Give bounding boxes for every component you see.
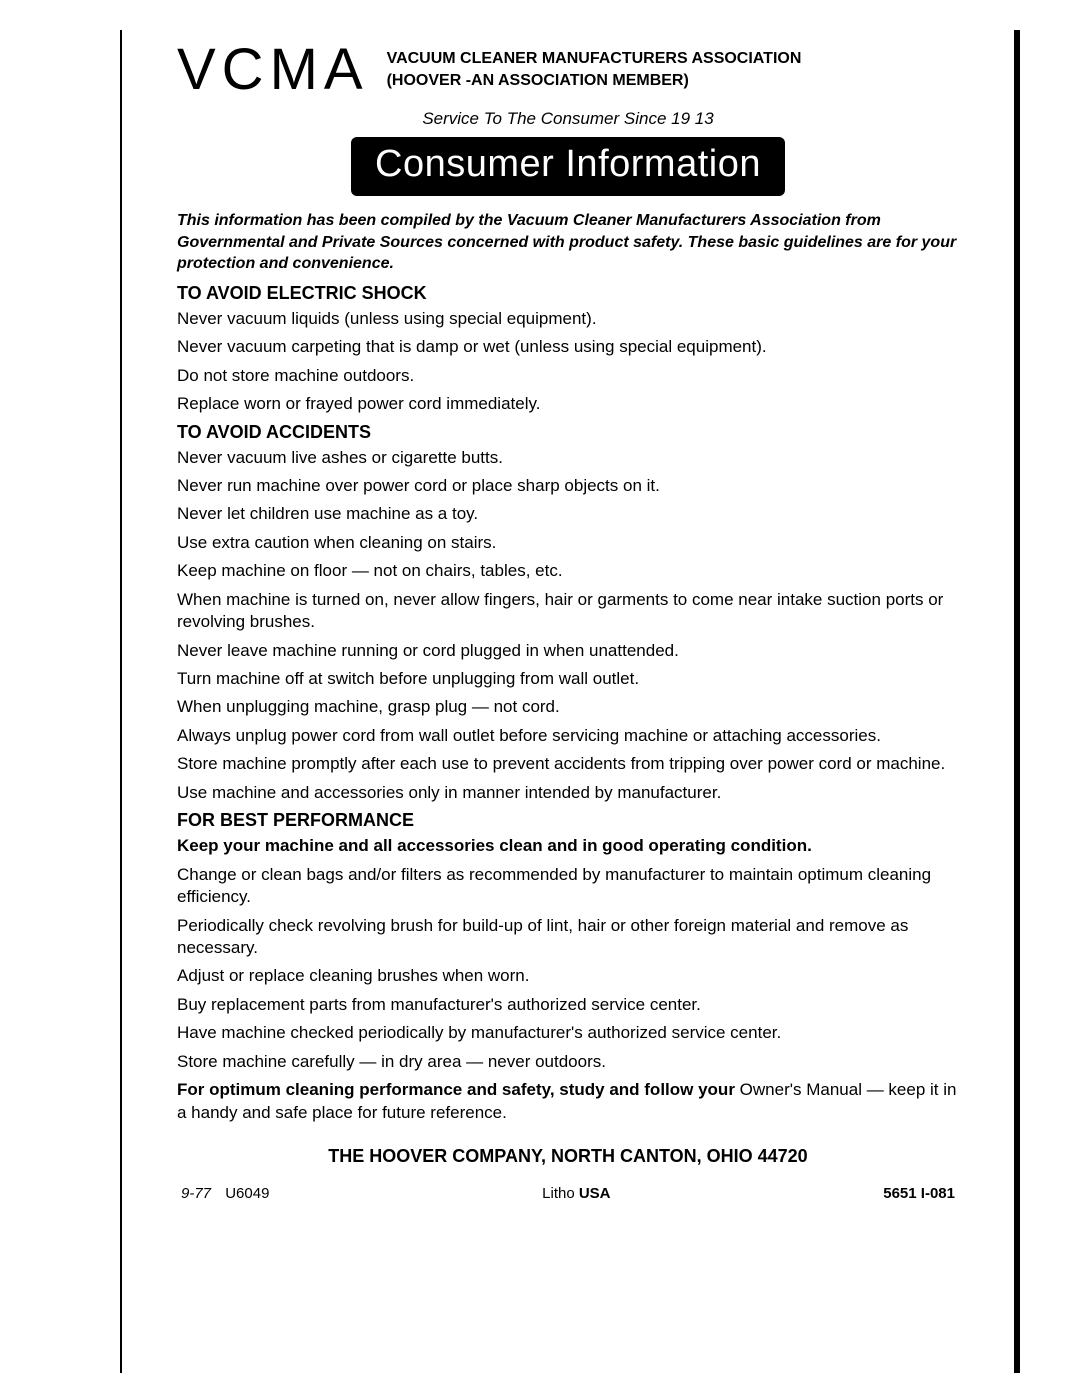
accidents-item: Use extra caution when cleaning on stair… [177,532,959,554]
heading-accidents: TO AVOID ACCIDENTS [177,422,959,443]
shock-item: Replace worn or frayed power cord immedi… [177,393,959,415]
accidents-item: When machine is turned on, never allow f… [177,589,959,634]
accidents-item: Never leave machine running or cord plug… [177,640,959,662]
heading-shock: TO AVOID ELECTRIC SHOCK [177,283,959,304]
footer-left-code: U6049 [225,1185,269,1202]
footer-row: 9-77 U6049 Litho USA 5651 I-081 [177,1185,959,1202]
tagline: Service To The Consumer Since 19 13 [177,109,959,129]
header-title-line1: VACUUM CLEANER MANUFACTURERS ASSOCIATION [387,48,802,70]
accidents-item: Always unplug power cord from wall outle… [177,725,959,747]
performance-item: Store machine carefully — in dry area — … [177,1051,959,1073]
performance-item: Periodically check revolving brush for b… [177,915,959,960]
footer-mid: Litho USA [542,1185,610,1202]
accidents-item: Turn machine off at switch before unplug… [177,668,959,690]
shock-item: Never vacuum liquids (unless using speci… [177,308,959,330]
performance-item: Change or clean bags and/or filters as r… [177,864,959,909]
accidents-item: Keep machine on floor — not on chairs, t… [177,560,959,582]
footer-left: 9-77 U6049 [181,1185,269,1202]
heading-performance: FOR BEST PERFORMANCE [177,810,959,831]
intro-paragraph: This information has been compiled by th… [177,210,959,275]
header-title-line2: (HOOVER -AN ASSOCIATION MEMBER) [387,70,802,92]
header-row: VCMA VACUUM CLEANER MANUFACTURERS ASSOCI… [177,36,959,103]
performance-item: Adjust or replace cleaning brushes when … [177,965,959,987]
accidents-item: Use machine and accessories only in mann… [177,782,959,804]
accidents-item: Never let children use machine as a toy. [177,503,959,525]
shock-item: Never vacuum carpeting that is damp or w… [177,336,959,358]
footer-left-italic: 9-77 [181,1185,211,1202]
performance-item: Have machine checked periodically by man… [177,1022,959,1044]
accidents-item: Store machine promptly after each use to… [177,753,959,775]
footer-right: 5651 I-081 [883,1185,955,1202]
accidents-item: Never run machine over power cord or pla… [177,475,959,497]
page-frame: VCMA VACUUM CLEANER MANUFACTURERS ASSOCI… [120,30,1020,1373]
header-title: VACUUM CLEANER MANUFACTURERS ASSOCIATION… [387,48,802,91]
performance-closing: For optimum cleaning performance and saf… [177,1079,959,1124]
footer-company: THE HOOVER COMPANY, NORTH CANTON, OHIO 4… [177,1146,959,1167]
performance-item: Buy replacement parts from manufacturer'… [177,994,959,1016]
footer-mid-text: Litho USA [542,1185,610,1202]
accidents-item: When unplugging machine, grasp plug — no… [177,696,959,718]
closing-bold: For optimum cleaning performance and saf… [177,1080,735,1099]
shock-item: Do not store machine outdoors. [177,365,959,387]
vcma-logo: VCMA [177,36,369,103]
accidents-item: Never vacuum live ashes or cigarette but… [177,447,959,469]
banner-title: Consumer Information [351,137,785,196]
performance-lead: Keep your machine and all accessories cl… [177,835,959,857]
